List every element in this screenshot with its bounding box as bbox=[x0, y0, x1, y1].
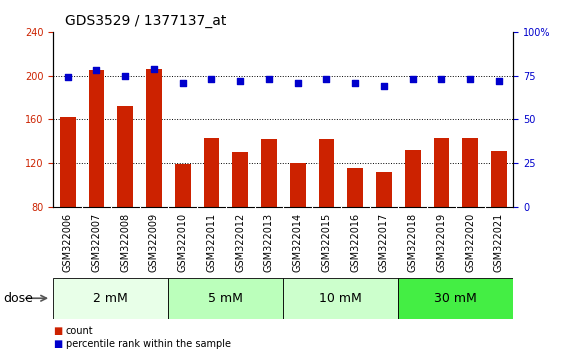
Text: count: count bbox=[66, 326, 93, 336]
Point bbox=[293, 80, 302, 86]
Text: dose: dose bbox=[3, 292, 33, 305]
Text: ■: ■ bbox=[53, 339, 62, 349]
Point bbox=[494, 78, 503, 84]
Text: GSM322012: GSM322012 bbox=[235, 213, 245, 272]
Bar bbox=[168, 278, 283, 319]
Point bbox=[379, 83, 388, 89]
Text: GSM322009: GSM322009 bbox=[149, 213, 159, 272]
Text: GSM322006: GSM322006 bbox=[63, 213, 73, 272]
Text: 2 mM: 2 mM bbox=[94, 292, 128, 305]
Text: GDS3529 / 1377137_at: GDS3529 / 1377137_at bbox=[65, 14, 226, 28]
Text: GSM322016: GSM322016 bbox=[350, 213, 360, 272]
Text: GSM322014: GSM322014 bbox=[293, 213, 303, 272]
Text: GSM322007: GSM322007 bbox=[91, 213, 102, 272]
Bar bbox=[204, 138, 219, 207]
Bar bbox=[434, 138, 449, 207]
Text: 5 mM: 5 mM bbox=[208, 292, 243, 305]
Point bbox=[264, 76, 273, 82]
Bar bbox=[283, 278, 398, 319]
Text: 30 mM: 30 mM bbox=[434, 292, 477, 305]
Point bbox=[322, 76, 331, 82]
Text: GSM322018: GSM322018 bbox=[408, 213, 418, 272]
Bar bbox=[319, 139, 334, 207]
Point bbox=[236, 78, 245, 84]
Text: GSM322021: GSM322021 bbox=[494, 213, 504, 272]
Bar bbox=[405, 150, 421, 207]
Text: 10 mM: 10 mM bbox=[319, 292, 362, 305]
Text: GSM322011: GSM322011 bbox=[206, 213, 217, 272]
Bar bbox=[398, 278, 513, 319]
Text: GSM322017: GSM322017 bbox=[379, 213, 389, 272]
Text: GSM322008: GSM322008 bbox=[120, 213, 130, 272]
Bar bbox=[146, 69, 162, 207]
Bar bbox=[376, 172, 392, 207]
Bar bbox=[491, 151, 507, 207]
Text: GSM322019: GSM322019 bbox=[436, 213, 447, 272]
Point bbox=[121, 73, 130, 79]
Text: percentile rank within the sample: percentile rank within the sample bbox=[66, 339, 231, 349]
Point bbox=[437, 76, 446, 82]
Text: GSM322015: GSM322015 bbox=[321, 213, 332, 272]
Bar bbox=[175, 164, 191, 207]
Bar bbox=[347, 168, 363, 207]
Point bbox=[149, 66, 158, 72]
Point bbox=[178, 80, 187, 86]
Bar bbox=[60, 117, 76, 207]
Text: GSM322010: GSM322010 bbox=[178, 213, 188, 272]
Bar bbox=[53, 278, 168, 319]
Bar bbox=[261, 139, 277, 207]
Bar bbox=[89, 70, 104, 207]
Text: GSM322020: GSM322020 bbox=[465, 213, 475, 272]
Bar bbox=[232, 152, 248, 207]
Point bbox=[408, 76, 417, 82]
Point bbox=[207, 76, 216, 82]
Point bbox=[351, 80, 360, 86]
Point bbox=[92, 68, 101, 73]
Text: GSM322013: GSM322013 bbox=[264, 213, 274, 272]
Bar bbox=[117, 106, 133, 207]
Point bbox=[466, 76, 475, 82]
Bar bbox=[290, 163, 306, 207]
Text: ■: ■ bbox=[53, 326, 62, 336]
Bar bbox=[462, 138, 478, 207]
Point bbox=[63, 75, 72, 80]
